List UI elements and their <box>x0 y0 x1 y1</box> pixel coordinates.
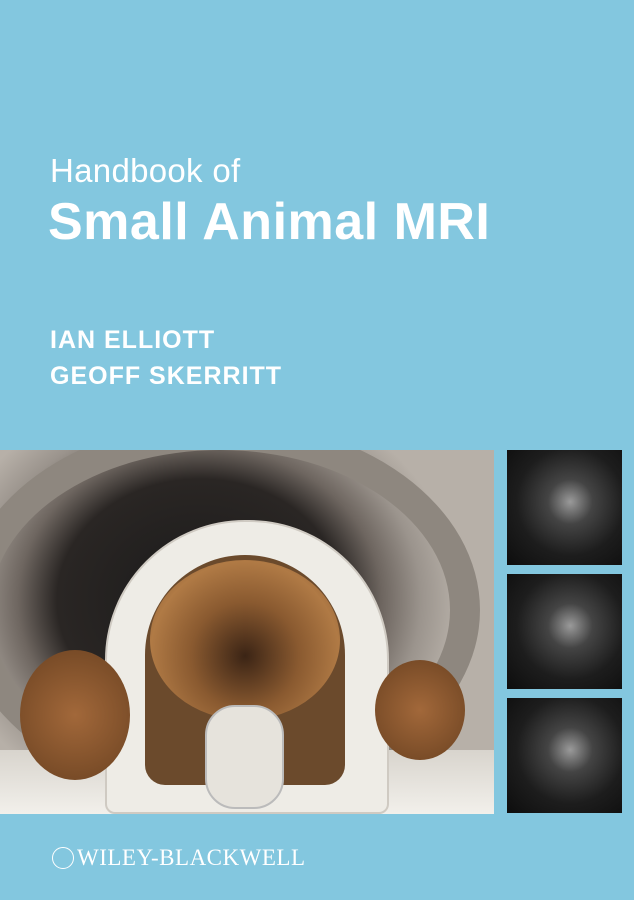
publisher-logo: WILEY-BLACKWELL <box>52 845 306 871</box>
title-line-2: Small Animal MRI <box>48 193 491 251</box>
mri-image-2 <box>507 574 622 689</box>
dog-paw <box>20 650 130 780</box>
mri-image-1 <box>507 450 622 565</box>
publisher-name: WILEY-BLACKWELL <box>77 845 306 870</box>
title-line-1: Handbook of <box>50 152 241 189</box>
author-2: GEOFF SKERRITT <box>50 362 283 390</box>
dog-head <box>150 560 340 720</box>
dog-paw <box>375 660 465 760</box>
wiley-logo-icon <box>52 847 74 869</box>
cover-photo-dog-in-mri-scanner <box>0 450 494 814</box>
mri-image-3 <box>507 698 622 813</box>
author-1: IAN ELLIOTT <box>50 326 216 354</box>
anesthesia-tube <box>205 705 284 809</box>
